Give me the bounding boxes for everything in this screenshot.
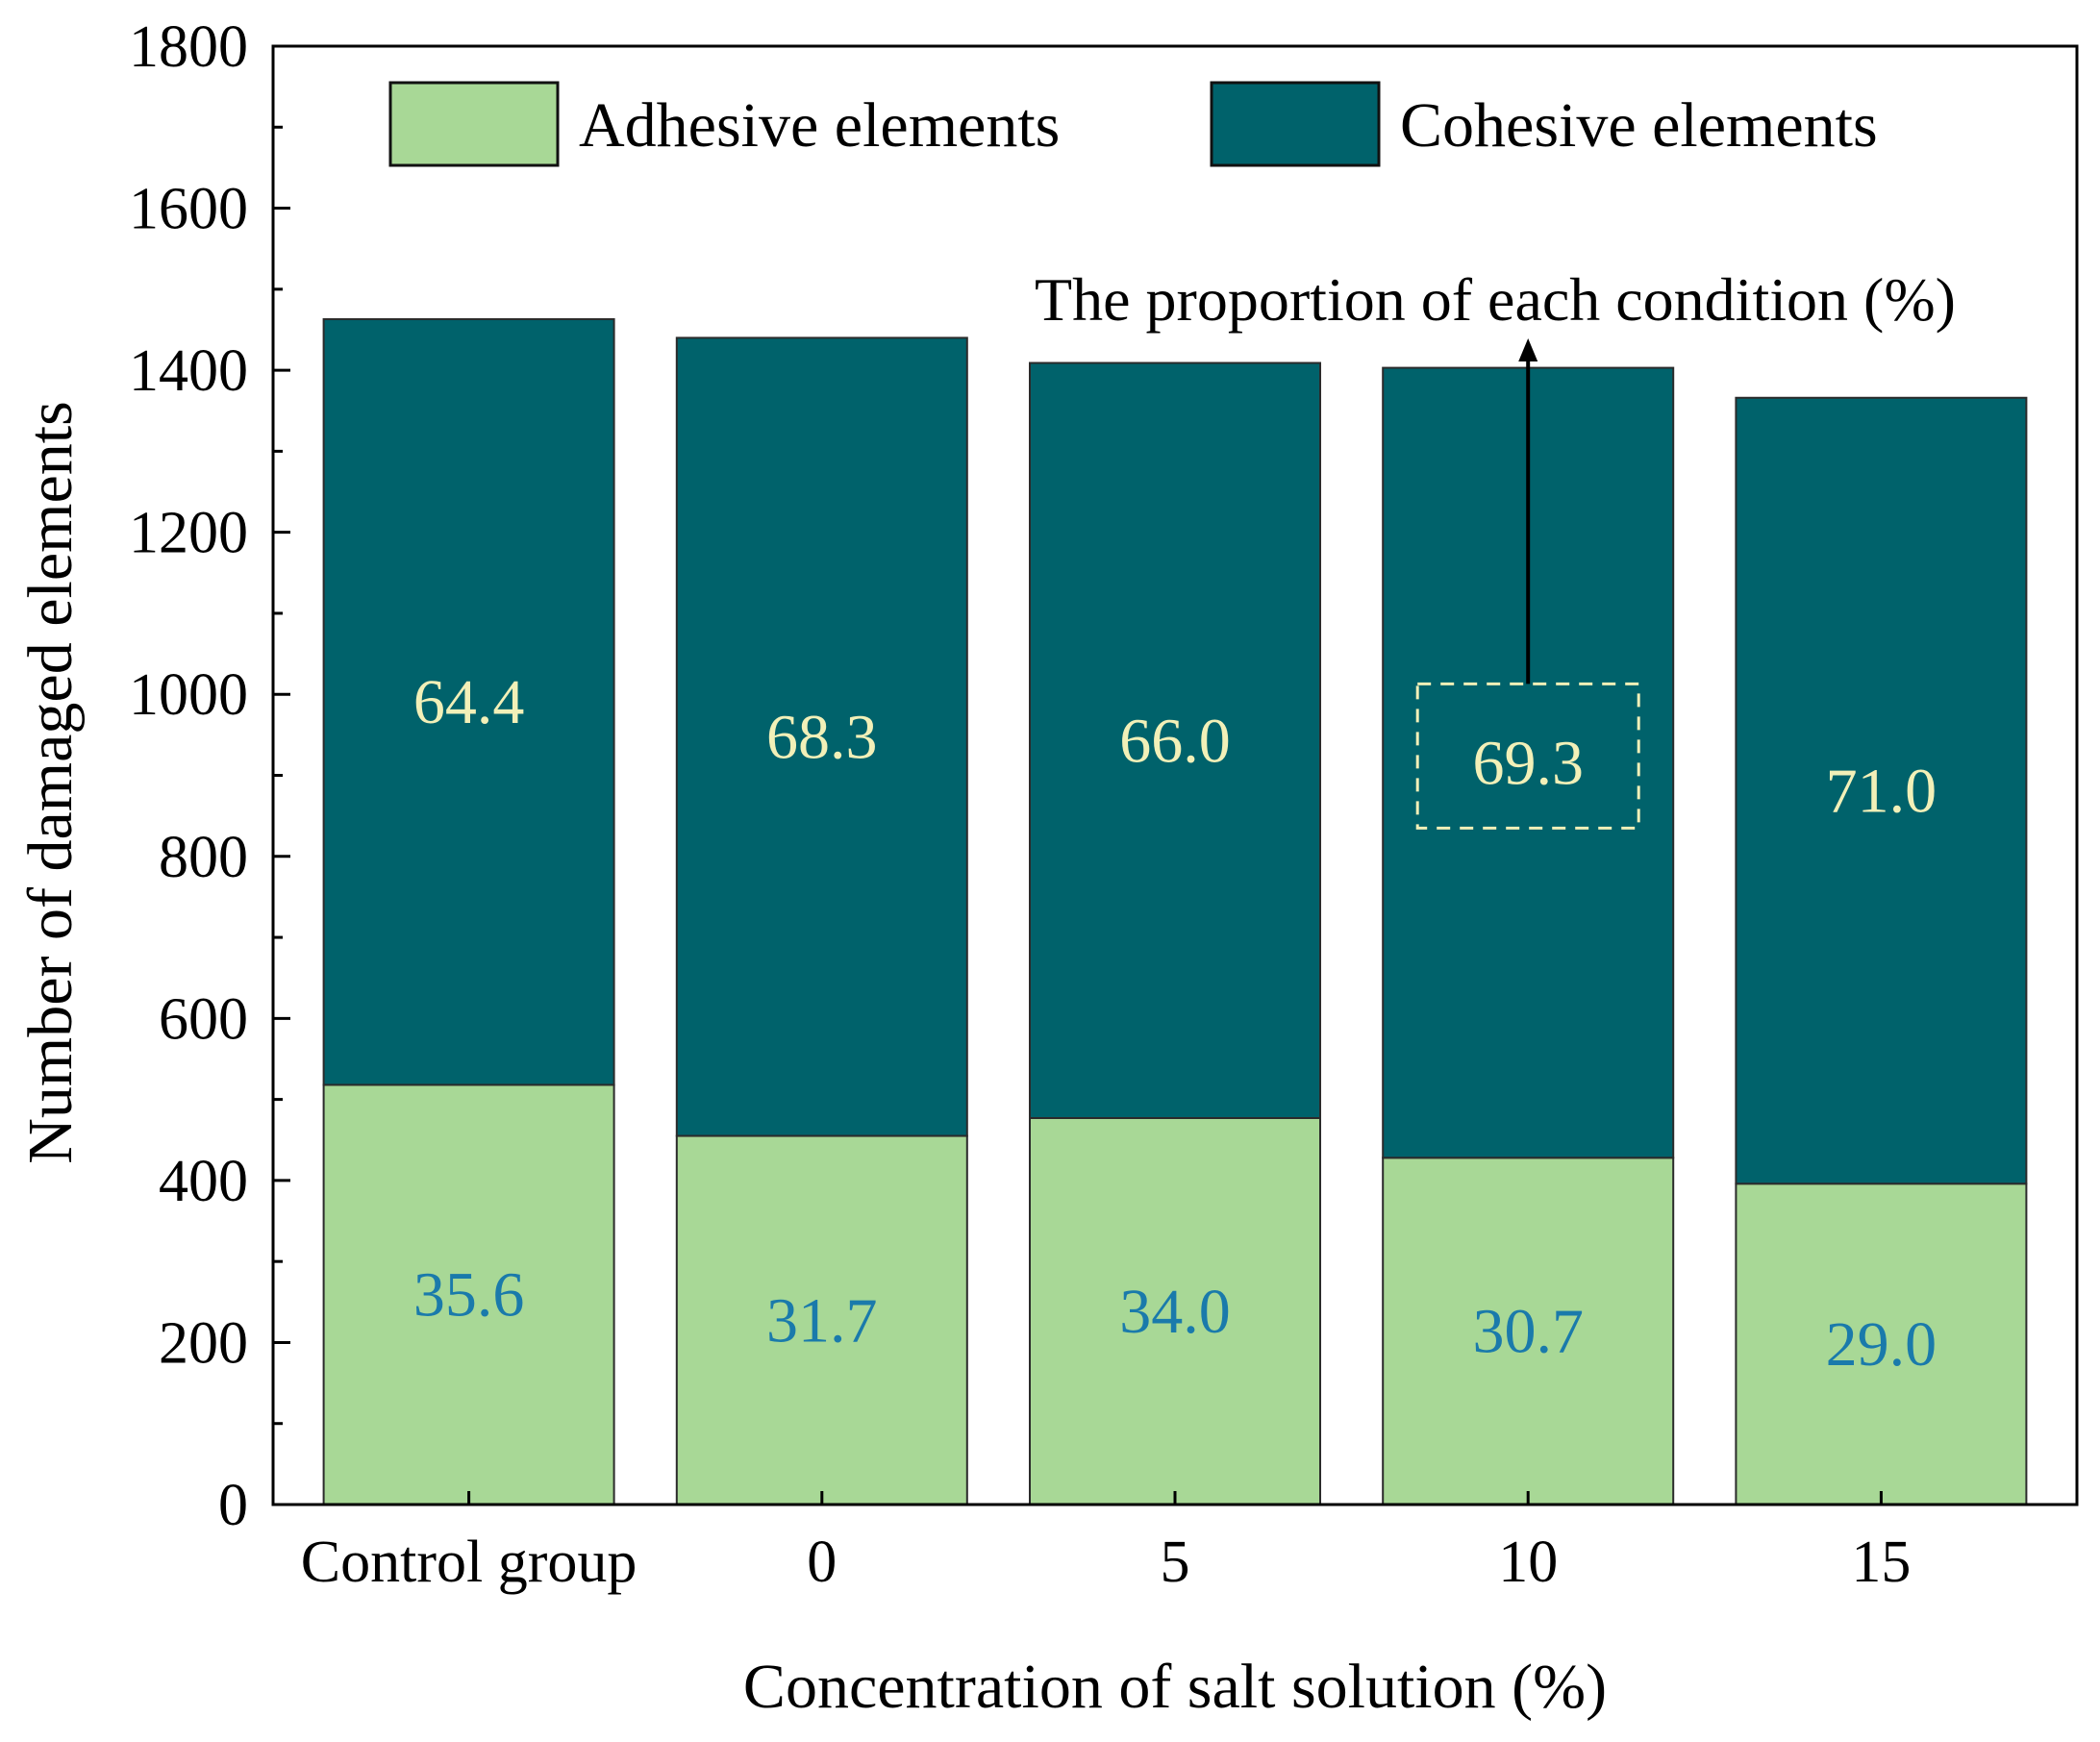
y-tick-label: 1200 [129,501,248,566]
data-label-cohesive-1: 68.3 [766,702,878,772]
legend-cohesive-label: Cohesive elements [1400,90,1878,161]
annotation-text: The proportion of each condition (%) [1035,265,1956,334]
legend-adhesive-label: Adhesive elements [579,90,1060,161]
data-label-cohesive-2: 66.0 [1119,706,1231,776]
y-tick-label: 400 [159,1149,248,1214]
bar-adhesive-0 [322,1083,615,1506]
legend-adhesive-swatch [388,81,560,167]
data-label-adhesive-3: 30.7 [1472,1297,1584,1367]
data-label-cohesive-3: 69.3 [1472,728,1584,798]
x-tick-label: 5 [1161,1530,1190,1595]
data-label-adhesive-4: 29.0 [1826,1309,1938,1380]
x-tick-label: 10 [1498,1530,1558,1595]
data-label-cohesive-4: 71.0 [1826,757,1938,827]
x-axis-title: Concentration of salt solution (%) [743,1652,1607,1722]
data-label-cohesive-0: 64.4 [413,667,525,737]
y-axis-title: Number of damaged elements [15,401,86,1164]
x-tick-label: 15 [1851,1530,1911,1595]
y-tick-label: 1400 [129,338,248,404]
bar-cohesive-2 [1029,361,1321,1119]
y-tick-label: 800 [159,825,248,890]
bar-labels-layer: 35.6 64.4 31.7 68.3 34.0 66.0 30.7 69.3 29.0 71.0 [413,667,1937,1380]
bars-layer [322,318,2028,1506]
annotation-dashed-box [1415,682,1640,830]
y-tick-label: 0 [218,1473,248,1538]
bar-cohesive-0 [322,318,615,1086]
legend: Adhesive elements Cohesive elements [388,81,1878,167]
x-tick-label: 0 [807,1530,837,1595]
annotation-arrow-head [1518,338,1538,361]
x-tick-label: Control group [301,1530,638,1595]
data-label-adhesive-0: 35.6 [413,1260,525,1331]
y-tick-label: 1600 [129,177,248,242]
bar-adhesive-3 [1382,1157,1675,1506]
y-tick-label: 1800 [129,14,248,80]
y-tick-label: 200 [159,1310,248,1376]
bar-cohesive-1 [675,336,968,1137]
data-label-adhesive-2: 34.0 [1119,1277,1231,1347]
annotation-layer: The proportion of each condition (%) [1035,265,1956,830]
y-tick-label: 1000 [129,662,248,728]
bar-adhesive-2 [1029,1116,1321,1506]
axes-layer: 0 200 400 600 800 1000 1200 1400 1600 1800 Control… [129,14,2079,1595]
y-tick-label: 600 [159,986,248,1052]
legend-cohesive-swatch [1210,81,1381,167]
bar-cohesive-4 [1735,396,2028,1185]
data-label-adhesive-1: 31.7 [766,1285,878,1356]
